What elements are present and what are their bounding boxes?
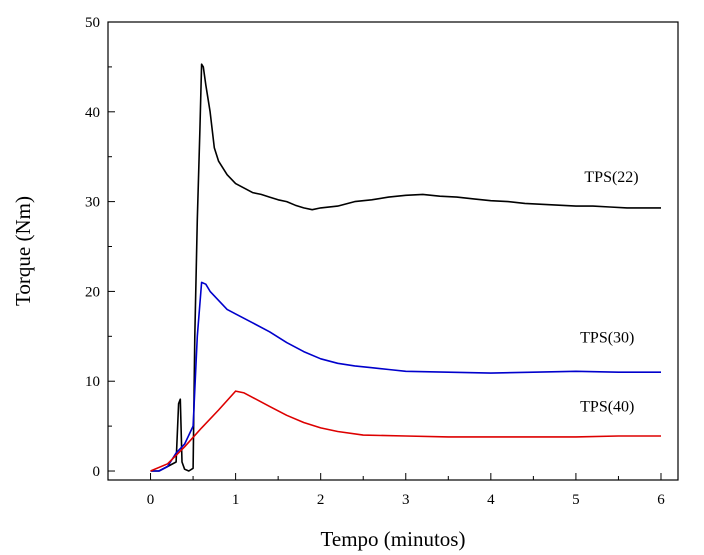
series-annotation: TPS(22) (584, 169, 638, 186)
x-tick-label: 6 (657, 492, 665, 508)
x-tick-label: 4 (487, 492, 495, 508)
series-line-tps-22 (150, 63, 661, 472)
x-tick-label: 1 (232, 492, 240, 508)
series-line-tps-40 (150, 390, 661, 472)
x-axis-label: Tempo (minutos) (321, 527, 466, 551)
x-axis-ticks: 0 1 2 3 4 5 6 (147, 473, 665, 508)
series-line-tps-30 (150, 281, 661, 472)
series-annotations: TPS(22) TPS(30) TPS(40) (580, 169, 638, 416)
y-tick-label: 40 (85, 105, 100, 121)
y-axis-ticks: 0 10 20 30 40 50 (85, 15, 115, 480)
series-annotation: TPS(30) (580, 330, 634, 347)
y-tick-label: 0 (93, 464, 101, 480)
plot-frame (107, 21, 679, 481)
x-tick-label: 3 (402, 492, 410, 508)
y-tick-label: 20 (85, 284, 100, 300)
x-tick-label: 5 (572, 492, 580, 508)
x-tick-label: 2 (317, 492, 325, 508)
y-tick-label: 10 (85, 374, 100, 390)
series-annotation: TPS(40) (580, 399, 634, 416)
y-tick-label: 50 (85, 15, 100, 31)
series-lines (150, 63, 661, 472)
y-axis-label: Torque (Nm) (11, 196, 35, 306)
y-tick-label: 30 (85, 195, 100, 211)
x-tick-label: 0 (147, 492, 155, 508)
